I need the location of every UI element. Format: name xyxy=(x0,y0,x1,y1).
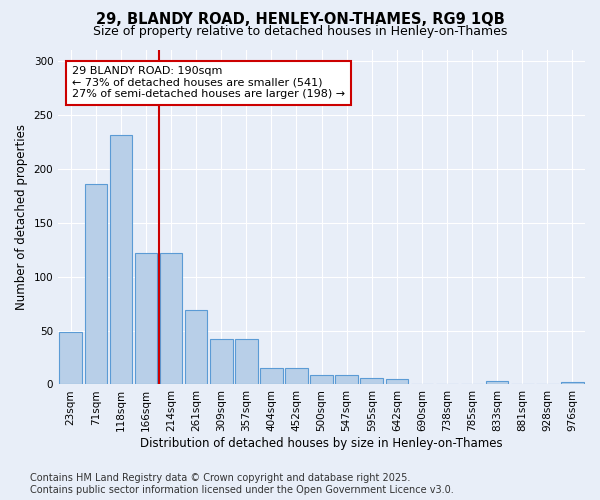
Bar xyxy=(260,368,283,384)
Bar xyxy=(160,253,182,384)
Bar xyxy=(134,253,157,384)
Y-axis label: Number of detached properties: Number of detached properties xyxy=(15,124,28,310)
Bar xyxy=(185,310,208,384)
Bar xyxy=(285,368,308,384)
X-axis label: Distribution of detached houses by size in Henley-on-Thames: Distribution of detached houses by size … xyxy=(140,437,503,450)
Text: Size of property relative to detached houses in Henley-on-Thames: Size of property relative to detached ho… xyxy=(93,25,507,38)
Bar xyxy=(386,379,408,384)
Text: Contains HM Land Registry data © Crown copyright and database right 2025.
Contai: Contains HM Land Registry data © Crown c… xyxy=(30,474,454,495)
Bar xyxy=(85,184,107,384)
Bar xyxy=(235,339,257,384)
Bar xyxy=(361,378,383,384)
Bar xyxy=(335,374,358,384)
Bar xyxy=(561,382,584,384)
Bar xyxy=(59,332,82,384)
Bar xyxy=(310,374,333,384)
Text: 29, BLANDY ROAD, HENLEY-ON-THAMES, RG9 1QB: 29, BLANDY ROAD, HENLEY-ON-THAMES, RG9 1… xyxy=(95,12,505,28)
Text: 29 BLANDY ROAD: 190sqm
← 73% of detached houses are smaller (541)
27% of semi-de: 29 BLANDY ROAD: 190sqm ← 73% of detached… xyxy=(72,66,345,100)
Bar xyxy=(486,381,508,384)
Bar xyxy=(210,339,233,384)
Bar xyxy=(110,135,132,384)
